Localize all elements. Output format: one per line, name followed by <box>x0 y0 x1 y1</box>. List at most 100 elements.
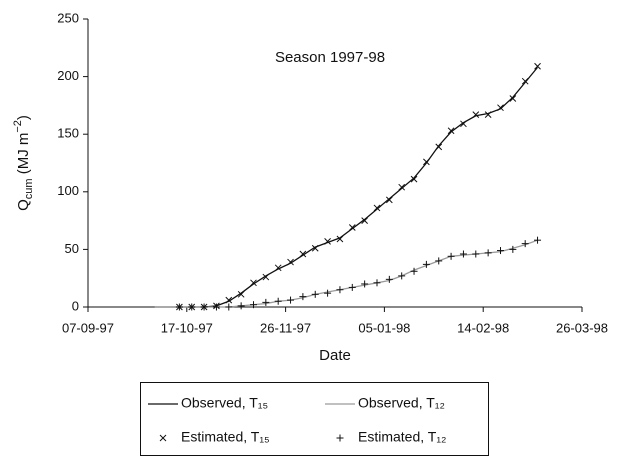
point-marker <box>447 127 455 135</box>
point-marker <box>299 293 307 301</box>
x-tick-label: 26-03-98 <box>556 320 608 335</box>
y-label-part: (MJ m <box>15 133 32 179</box>
marker-stroke <box>299 250 307 258</box>
point-marker <box>435 257 443 265</box>
point-marker <box>484 111 492 118</box>
marker-stroke <box>373 204 381 212</box>
y-label-part: ) <box>15 115 32 120</box>
point-marker <box>262 298 270 306</box>
legend-swatch <box>336 434 344 442</box>
x-tick-label: 05-01-98 <box>358 320 410 335</box>
point-marker <box>459 250 467 258</box>
y-tick-label: 50 <box>65 241 79 256</box>
point-marker <box>472 250 480 258</box>
marker-stroke <box>262 273 270 281</box>
point-marker <box>422 260 430 268</box>
point-marker <box>348 224 356 231</box>
point-marker <box>484 249 492 257</box>
point-marker <box>361 217 368 224</box>
point-marker <box>237 290 245 298</box>
marker-stroke <box>534 62 541 70</box>
point-marker <box>287 258 294 266</box>
point-marker <box>534 62 541 70</box>
x-axis-label: Date <box>319 347 351 364</box>
point-marker <box>212 303 220 311</box>
point-marker <box>262 273 270 281</box>
legend-swatch <box>159 434 167 442</box>
marker-stroke <box>287 258 294 266</box>
x-tick-label: 07-09-97 <box>62 320 114 335</box>
marker-stroke <box>225 296 233 304</box>
point-marker <box>509 245 517 253</box>
point-marker <box>435 143 443 151</box>
point-marker <box>237 302 245 310</box>
y-axis-label: Qcum (MJ m−2) <box>12 115 35 211</box>
x-tick-label: 26-11-97 <box>260 320 311 335</box>
marker-stroke <box>410 175 418 183</box>
point-marker <box>385 275 393 283</box>
point-marker <box>324 289 332 297</box>
point-marker <box>336 235 344 243</box>
point-marker <box>521 77 529 85</box>
y-label-part: Q <box>15 199 32 211</box>
point-marker <box>410 267 418 275</box>
x-tick-label: 17-10-97 <box>161 320 213 335</box>
point-marker <box>497 104 504 112</box>
marker-stroke <box>385 196 393 204</box>
y-tick-label: 200 <box>57 68 79 83</box>
marker-stroke <box>348 224 356 231</box>
point-marker <box>373 204 381 212</box>
marker-stroke <box>484 111 492 118</box>
marker-stroke <box>324 237 331 245</box>
point-marker <box>250 279 257 287</box>
marker-stroke <box>398 183 406 191</box>
marker-stroke <box>509 95 517 102</box>
point-marker <box>336 286 344 294</box>
point-marker <box>398 183 406 191</box>
y-tick-label: 100 <box>57 183 79 198</box>
y-label-part: cum <box>23 178 35 199</box>
point-marker <box>460 120 467 128</box>
marker-stroke <box>311 244 319 252</box>
point-marker <box>274 297 282 305</box>
point-marker <box>385 196 393 204</box>
point-marker <box>175 303 183 311</box>
y-label-part: −2 <box>12 120 24 133</box>
legend-box <box>140 382 489 456</box>
point-marker <box>287 296 295 304</box>
series-line <box>154 66 539 308</box>
point-marker <box>534 236 542 244</box>
y-tick-label: 0 <box>72 298 79 313</box>
point-marker <box>249 301 257 309</box>
marker-stroke <box>237 290 245 298</box>
y-tick-label: 250 <box>57 10 79 25</box>
marker-stroke <box>435 143 443 151</box>
marker-stroke <box>472 111 480 118</box>
marker-stroke <box>336 235 344 243</box>
point-marker <box>225 296 233 304</box>
point-marker <box>348 283 356 291</box>
marker-stroke <box>447 127 455 135</box>
marker-stroke <box>159 434 167 442</box>
legend-label: Estimated, T₁₂ <box>358 429 446 445</box>
marker-stroke <box>521 77 529 85</box>
y-tick-label: 150 <box>57 126 79 141</box>
point-marker <box>311 244 319 252</box>
marker-stroke <box>361 217 368 224</box>
marker-stroke <box>460 120 467 128</box>
point-marker <box>361 280 369 288</box>
point-marker <box>509 95 517 102</box>
point-marker <box>423 158 430 166</box>
legend-label: Estimated, T₁₅ <box>181 429 270 445</box>
chart-title: Season 1997-98 <box>275 49 385 66</box>
legend-label: Observed, T₁₂ <box>358 395 445 411</box>
point-marker <box>311 290 319 298</box>
marker-stroke <box>274 264 282 272</box>
point-marker <box>447 252 455 260</box>
point-marker <box>521 240 529 248</box>
point-marker <box>410 175 418 183</box>
marker-stroke <box>497 104 504 112</box>
point-marker <box>398 272 406 280</box>
point-marker <box>324 237 331 245</box>
